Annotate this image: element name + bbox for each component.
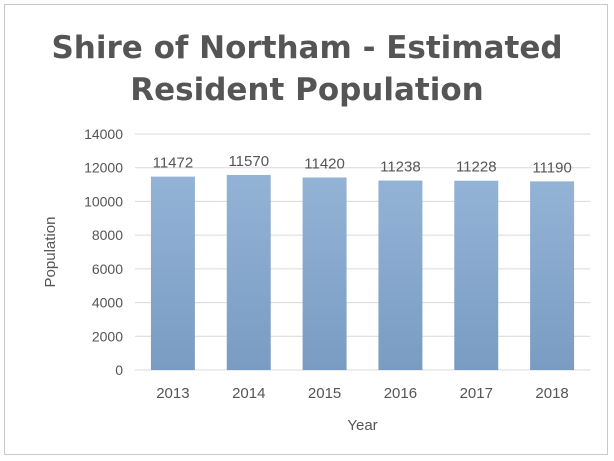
data-label: 11228	[456, 159, 497, 176]
bar	[530, 181, 575, 370]
data-label: 11570	[228, 153, 269, 170]
y-tick-label: 12000	[84, 160, 123, 176]
data-label: 11238	[380, 159, 421, 176]
y-tick-label: 2000	[92, 328, 123, 344]
x-tick-label: 2018	[535, 385, 568, 402]
y-tick-label: 14000	[84, 126, 123, 142]
y-tick-label: 8000	[92, 227, 123, 243]
x-axis-title: Year	[347, 417, 377, 434]
chart-title-line-1: Shire of Northam - Estimated	[51, 30, 563, 66]
chart-title-line-2: Resident Population	[130, 72, 484, 108]
x-tick-label: 2016	[384, 385, 417, 402]
y-tick-label: 4000	[92, 295, 123, 311]
y-tick-label: 10000	[84, 193, 123, 209]
bar	[378, 180, 423, 370]
data-label: 11472	[153, 155, 194, 172]
data-label: 11420	[304, 155, 345, 172]
bar	[150, 176, 195, 370]
y-tick-label: 6000	[92, 261, 123, 277]
x-tick-label: 2015	[308, 385, 341, 402]
data-label: 11190	[532, 159, 572, 176]
y-axis-title: Population	[42, 217, 59, 288]
bar	[302, 177, 347, 370]
x-tick-label: 2017	[460, 385, 493, 402]
bar	[226, 174, 271, 370]
x-tick-label: 2013	[156, 385, 189, 402]
x-tick-label: 2014	[232, 385, 265, 402]
y-tick-label: 0	[115, 362, 123, 378]
bar	[454, 180, 499, 370]
